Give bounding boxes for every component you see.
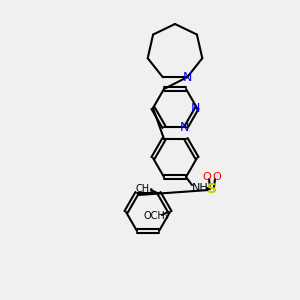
Text: N: N xyxy=(179,121,189,134)
Text: N: N xyxy=(182,71,192,84)
Text: S: S xyxy=(207,182,217,196)
Text: N: N xyxy=(190,101,200,115)
Text: O: O xyxy=(202,172,211,182)
Text: CH₃: CH₃ xyxy=(136,184,154,194)
Text: NH: NH xyxy=(192,183,208,193)
Text: O: O xyxy=(213,172,221,182)
Text: OCH₃: OCH₃ xyxy=(143,211,169,221)
